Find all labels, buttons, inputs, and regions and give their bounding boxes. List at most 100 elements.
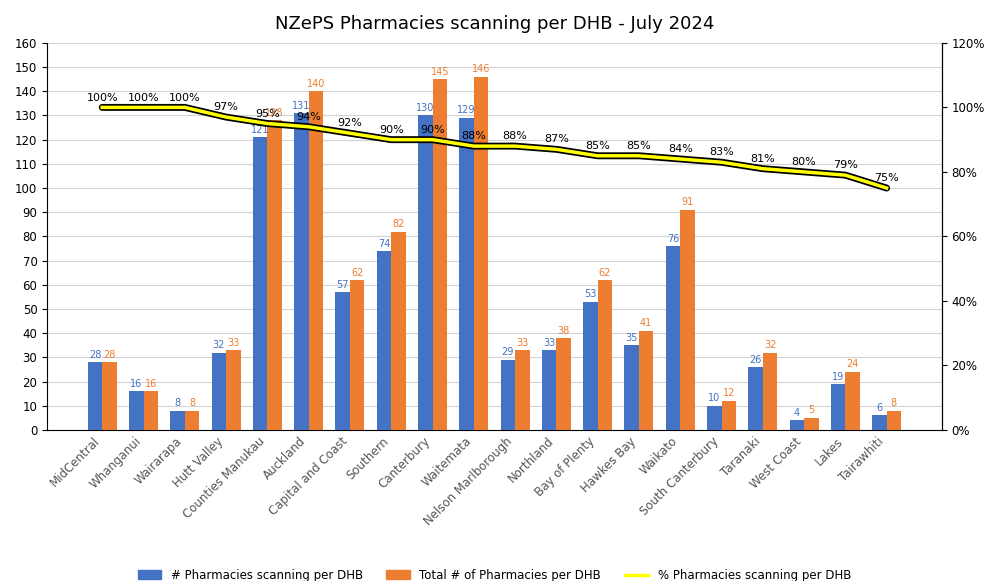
Text: 35: 35: [626, 333, 638, 343]
Bar: [253, 137, 267, 430]
% Pharmacies scanning per DHB: [509, 142, 521, 149]
Bar: [515, 350, 530, 430]
Bar: [129, 391, 144, 430]
Text: 38: 38: [557, 325, 570, 336]
Text: 62: 62: [351, 267, 363, 278]
% Pharmacies scanning per DHB: [798, 168, 810, 175]
Text: 6: 6: [876, 403, 882, 413]
Bar: [763, 353, 777, 430]
Bar: [418, 116, 433, 430]
Text: 26: 26: [749, 354, 762, 365]
% Pharmacies scanning per DHB: [757, 165, 769, 172]
Text: 128: 128: [265, 108, 284, 118]
% Pharmacies scanning per DHB: [138, 104, 150, 111]
Legend: # Pharmacies scanning per DHB, Total # of Pharmacies per DHB, % Pharmacies scann: # Pharmacies scanning per DHB, Total # o…: [133, 564, 856, 581]
% Pharmacies scanning per DHB: [674, 156, 686, 163]
Text: 140: 140: [307, 79, 325, 89]
Bar: [666, 246, 680, 430]
Text: 90%: 90%: [379, 125, 404, 135]
Text: 91: 91: [681, 198, 694, 207]
Text: 75%: 75%: [874, 173, 899, 183]
% Pharmacies scanning per DHB: [344, 130, 356, 137]
Bar: [707, 406, 722, 430]
Text: 19: 19: [832, 372, 844, 382]
Bar: [377, 251, 391, 430]
Bar: [335, 292, 350, 430]
Text: 8: 8: [175, 398, 181, 408]
Text: 88%: 88%: [461, 131, 486, 141]
Bar: [459, 118, 474, 430]
% Pharmacies scanning per DHB: [261, 120, 273, 127]
Text: 97%: 97%: [214, 102, 239, 112]
Text: 100%: 100%: [86, 92, 118, 103]
Text: 79%: 79%: [833, 160, 858, 170]
% Pharmacies scanning per DHB: [427, 136, 439, 143]
Text: 41: 41: [640, 318, 652, 328]
Bar: [170, 411, 185, 430]
Text: 28: 28: [89, 350, 101, 360]
Text: 146: 146: [472, 64, 490, 74]
Bar: [102, 362, 117, 430]
Text: 16: 16: [130, 379, 142, 389]
Bar: [226, 350, 241, 430]
% Pharmacies scanning per DHB: [839, 171, 851, 178]
Text: 33: 33: [227, 338, 239, 347]
% Pharmacies scanning per DHB: [96, 104, 108, 111]
Text: 28: 28: [103, 350, 116, 360]
Bar: [294, 113, 309, 430]
Text: 88%: 88%: [503, 131, 528, 141]
Text: 85%: 85%: [585, 141, 610, 151]
Bar: [872, 415, 887, 430]
Text: 5: 5: [808, 406, 814, 415]
Text: 121: 121: [251, 125, 269, 135]
Bar: [474, 77, 488, 430]
Bar: [309, 91, 323, 430]
Text: 12: 12: [723, 389, 735, 399]
Text: 76: 76: [667, 234, 679, 243]
Text: 74: 74: [378, 239, 390, 249]
Text: 92%: 92%: [337, 119, 362, 128]
Text: 8: 8: [189, 398, 195, 408]
% Pharmacies scanning per DHB: [385, 136, 397, 143]
% Pharmacies scanning per DHB: [179, 104, 191, 111]
Text: 94%: 94%: [296, 112, 321, 122]
Text: 95%: 95%: [255, 109, 280, 119]
Bar: [790, 420, 804, 430]
Bar: [598, 280, 612, 430]
Text: 87%: 87%: [544, 134, 569, 145]
Bar: [501, 360, 515, 430]
Text: 24: 24: [846, 360, 859, 370]
Line: % Pharmacies scanning per DHB: % Pharmacies scanning per DHB: [102, 107, 887, 188]
Text: 16: 16: [145, 379, 157, 389]
% Pharmacies scanning per DHB: [303, 123, 315, 130]
Bar: [350, 280, 364, 430]
Bar: [639, 331, 653, 430]
Text: 33: 33: [543, 338, 555, 347]
Bar: [804, 418, 819, 430]
Text: 100%: 100%: [169, 92, 201, 103]
% Pharmacies scanning per DHB: [550, 146, 562, 153]
Title: NZePS Pharmacies scanning per DHB - July 2024: NZePS Pharmacies scanning per DHB - July…: [275, 15, 714, 33]
Text: 8: 8: [891, 398, 897, 408]
Text: 32: 32: [764, 340, 776, 350]
% Pharmacies scanning per DHB: [633, 152, 645, 159]
Text: 131: 131: [292, 101, 311, 110]
Text: 129: 129: [457, 106, 476, 116]
Text: 82: 82: [392, 219, 405, 229]
Bar: [583, 302, 598, 430]
Bar: [680, 210, 695, 430]
Text: 83%: 83%: [709, 148, 734, 157]
Text: 80%: 80%: [792, 157, 816, 167]
Bar: [722, 401, 736, 430]
Text: 32: 32: [213, 340, 225, 350]
Text: 57: 57: [336, 279, 349, 290]
Bar: [185, 411, 199, 430]
Bar: [748, 367, 763, 430]
% Pharmacies scanning per DHB: [716, 159, 728, 166]
Text: 84%: 84%: [668, 144, 693, 154]
Bar: [624, 345, 639, 430]
Bar: [556, 338, 571, 430]
% Pharmacies scanning per DHB: [881, 185, 893, 192]
Text: 33: 33: [516, 338, 528, 347]
Text: 10: 10: [708, 393, 720, 403]
